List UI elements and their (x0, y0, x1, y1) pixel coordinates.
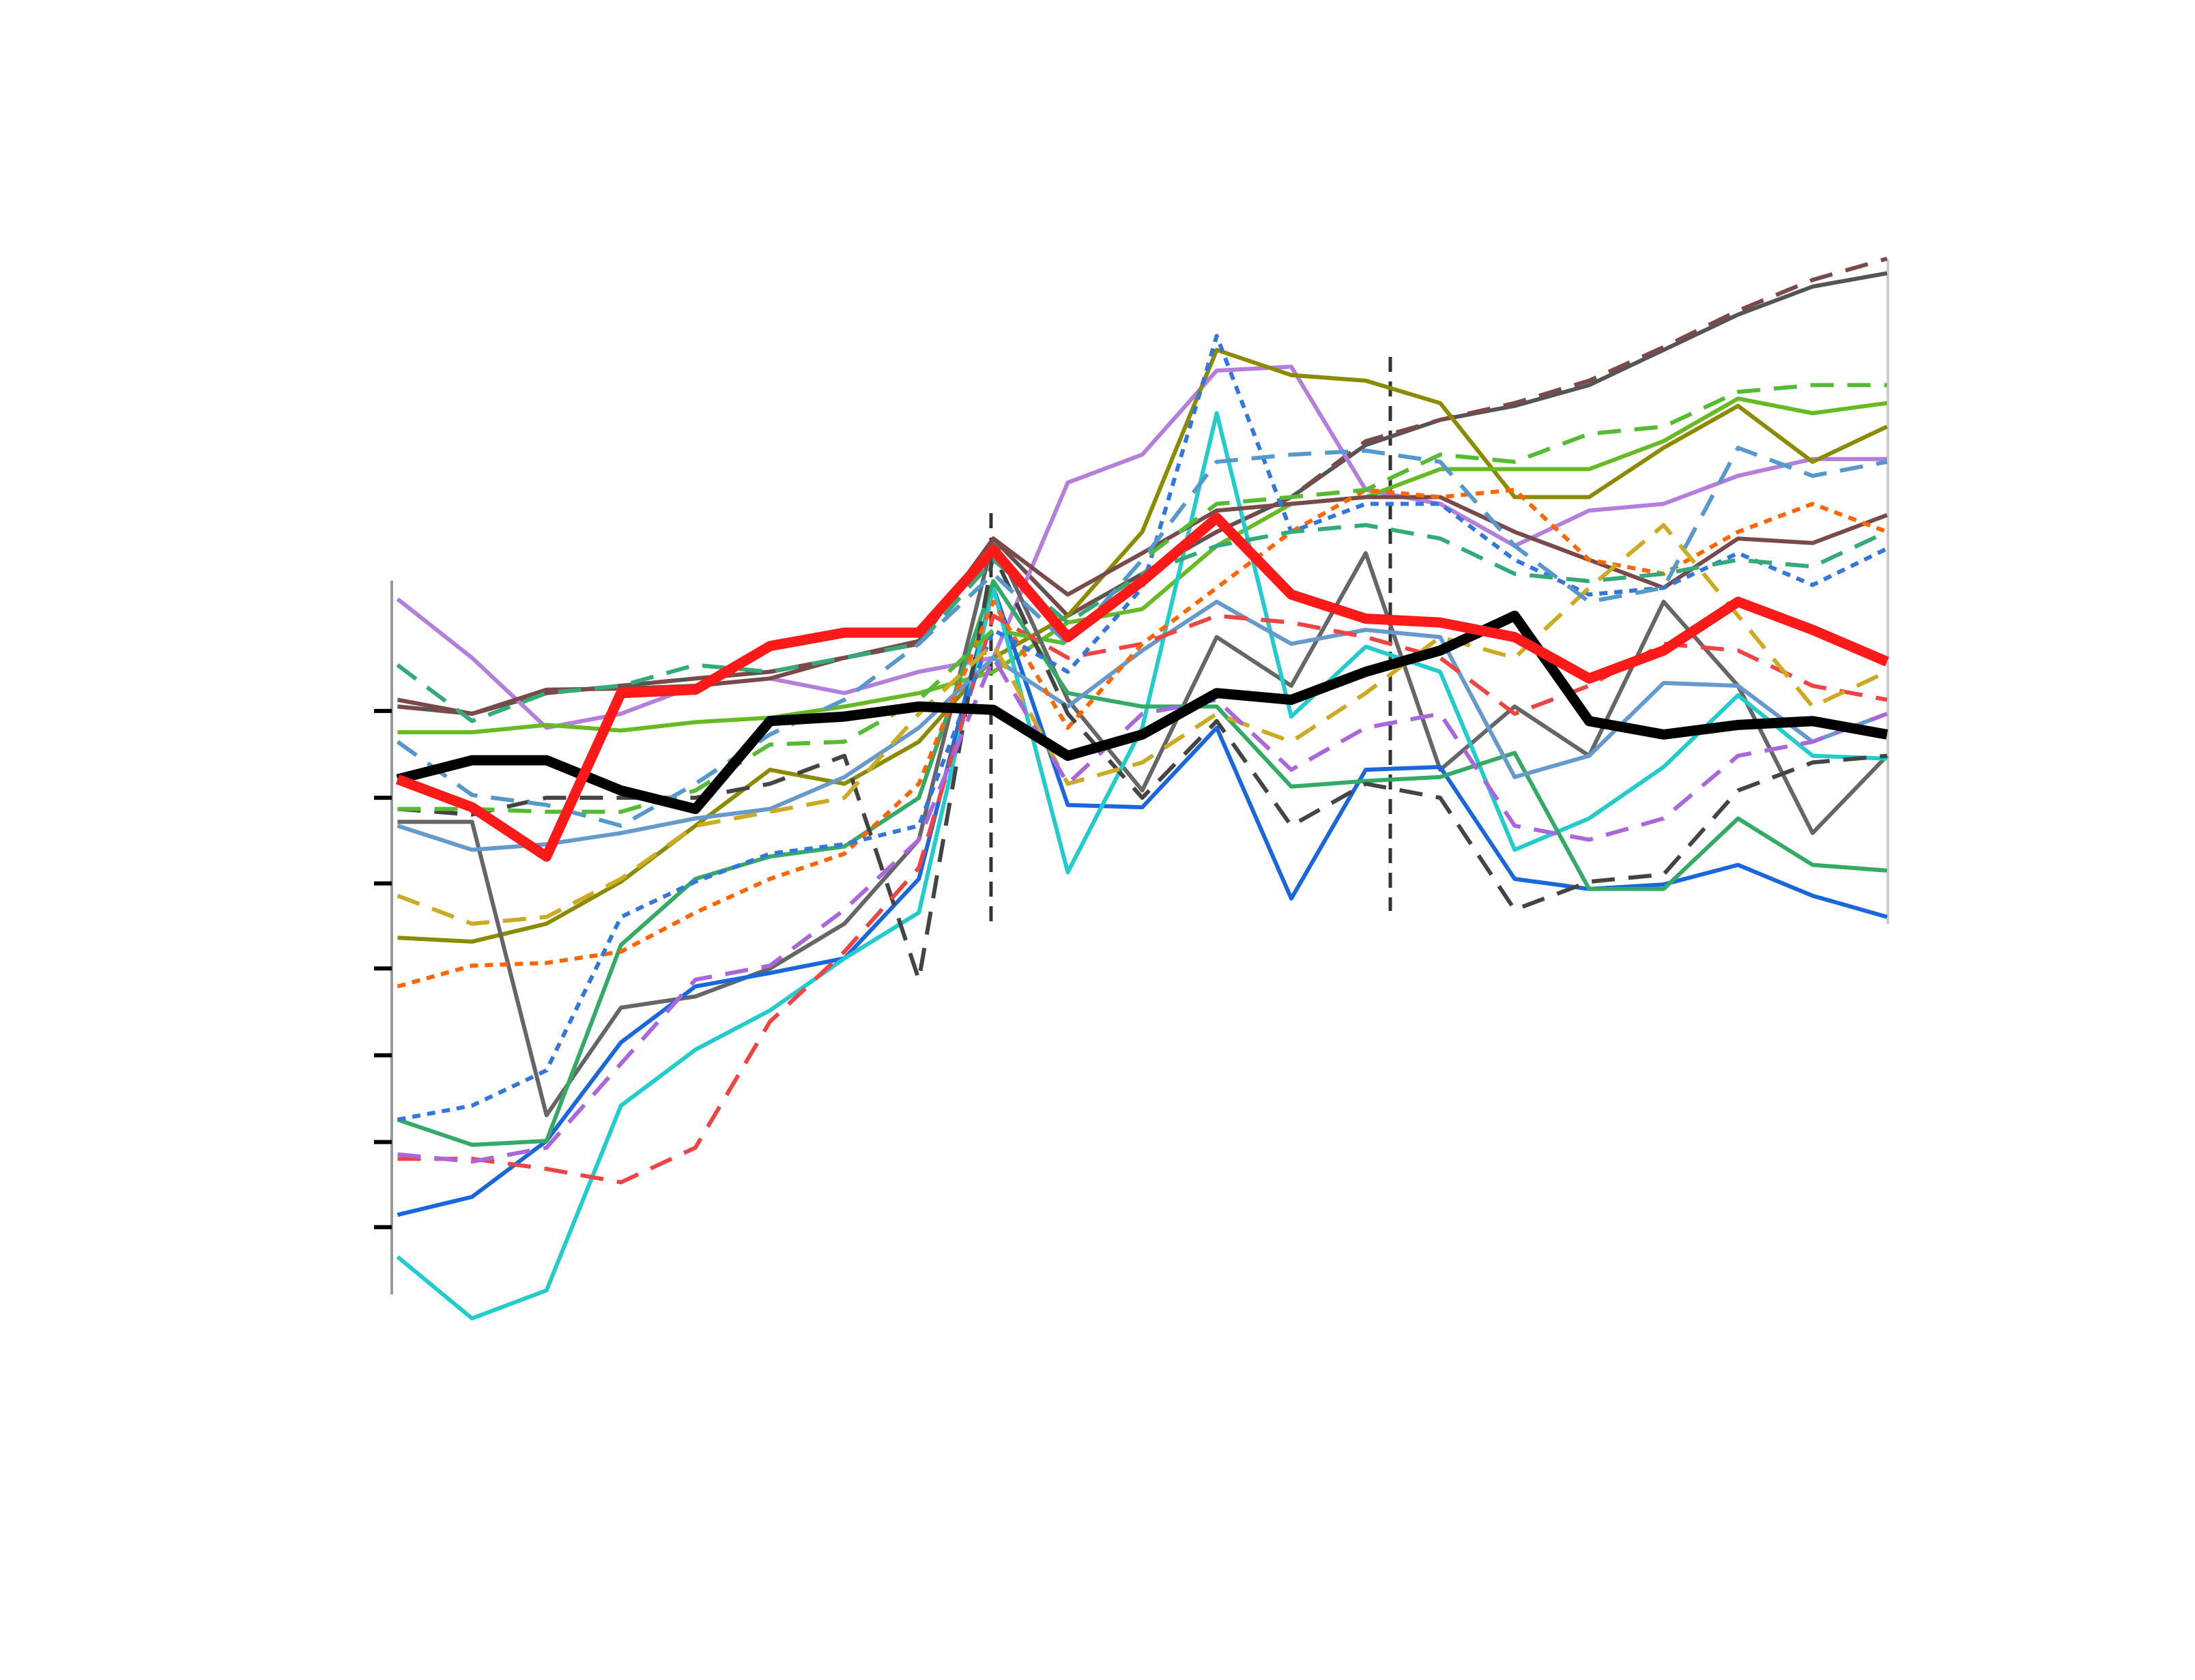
series-line (397, 585, 1888, 1217)
series-line (397, 579, 1888, 1147)
series-line (397, 536, 1889, 1118)
series-line (397, 396, 1888, 735)
series-line (397, 656, 1888, 1164)
series-line (396, 523, 1889, 723)
series-line (396, 411, 1887, 1321)
series-line (396, 446, 1888, 828)
series-line (396, 364, 1887, 730)
series-line (395, 512, 1889, 862)
series-line (397, 523, 1889, 926)
series-line (397, 383, 1887, 814)
series-line (397, 551, 1888, 982)
series-line (397, 599, 1888, 852)
series-line (396, 610, 1889, 814)
series-line (397, 487, 1888, 989)
